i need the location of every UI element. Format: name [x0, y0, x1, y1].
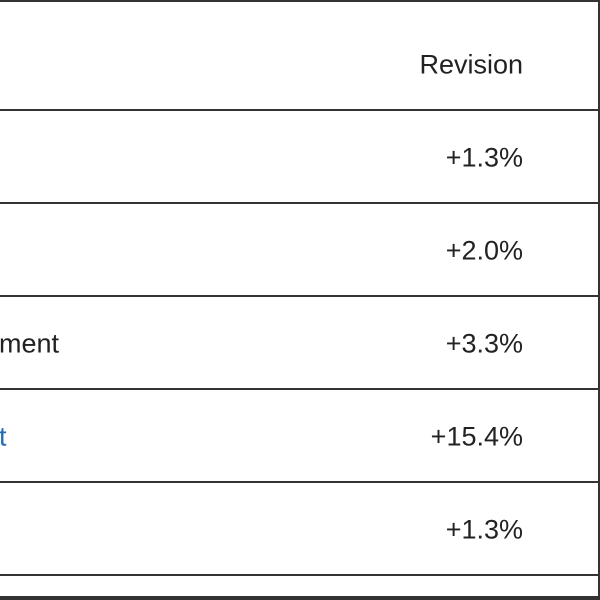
row-divider	[0, 388, 600, 390]
border	[0, 0, 600, 2]
row-divider	[0, 574, 600, 576]
row-divider	[0, 481, 600, 483]
revision-cell: +15.4%	[431, 423, 523, 450]
revision-cell: +3.3%	[446, 330, 523, 357]
row-link[interactable]: t	[0, 423, 7, 450]
row-divider	[0, 109, 600, 111]
revision-cell: +1.3%	[446, 516, 523, 543]
revision-cell: +2.0%	[446, 237, 523, 264]
revision-cell: +1.3%	[446, 144, 523, 171]
table: Revision +1.3% +2.0% +3.3% ment +15.4% t +1.3%	[0, 0, 600, 600]
column-header: Revision	[419, 52, 523, 79]
row-label: ment	[0, 330, 59, 357]
row-divider	[0, 202, 600, 204]
row-divider	[0, 295, 600, 297]
border	[0, 596, 600, 600]
